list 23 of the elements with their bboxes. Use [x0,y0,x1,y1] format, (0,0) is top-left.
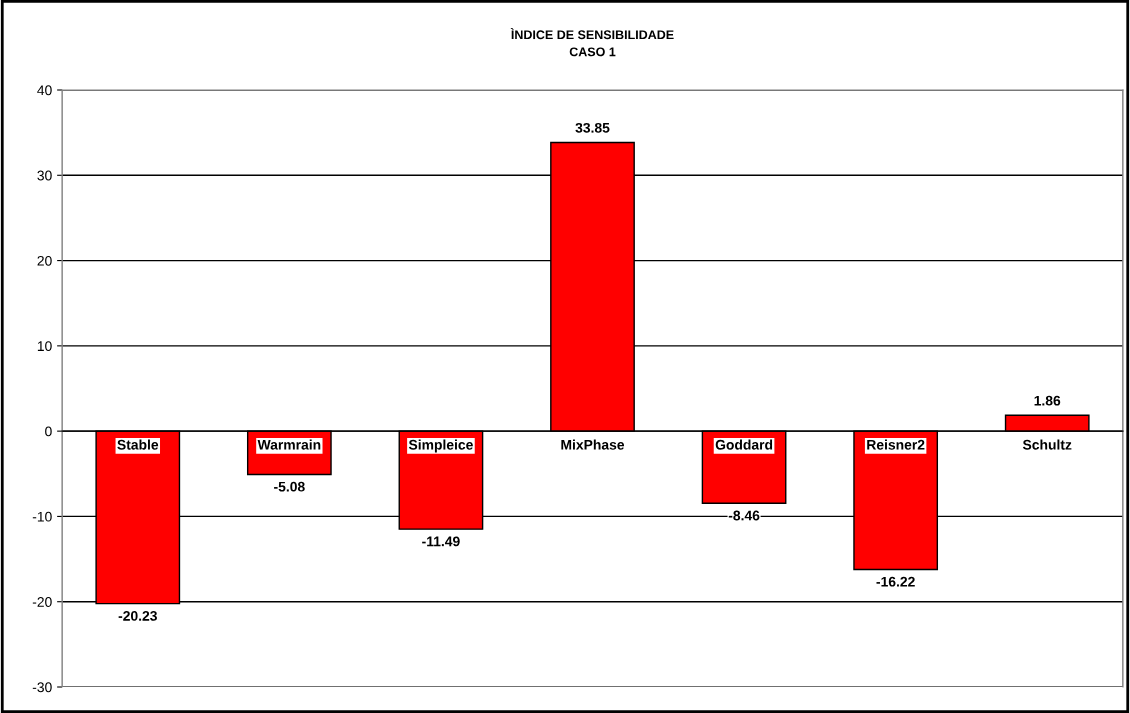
x-tick-label: Stable [117,439,159,450]
x-tick-label: Warmrain [257,439,321,450]
y-tick-label: 40 [37,85,52,96]
data-label: 33.85 [575,122,610,133]
data-label: -8.46 [728,510,760,521]
data-label: -5.08 [274,481,305,492]
y-tick-label: -30 [32,682,52,693]
chart-title: ÌNDICE DE SENSIBILIDADE CASO 1 [510,27,674,57]
y-tick-label: 0 [45,426,52,437]
x-tick-label: Reisner2 [867,439,925,450]
x-tick-label: Simpleice [408,439,473,453]
data-label: -16.22 [876,576,915,587]
y-tick-label: 20 [37,255,52,266]
y-tick-label: 30 [37,170,52,181]
data-label: 1.86 [1034,395,1061,406]
x-tick-label: Schultz [1022,439,1072,450]
data-label: -11.49 [422,536,460,547]
y-tick-label: 10 [37,341,52,352]
y-tick-label: -10 [32,511,52,522]
data-label: -20.23 [118,610,157,621]
x-tick-label: MixPhase [561,439,625,450]
y-tick-label: -20 [32,597,52,607]
x-tick-label: Goddard [715,439,773,450]
